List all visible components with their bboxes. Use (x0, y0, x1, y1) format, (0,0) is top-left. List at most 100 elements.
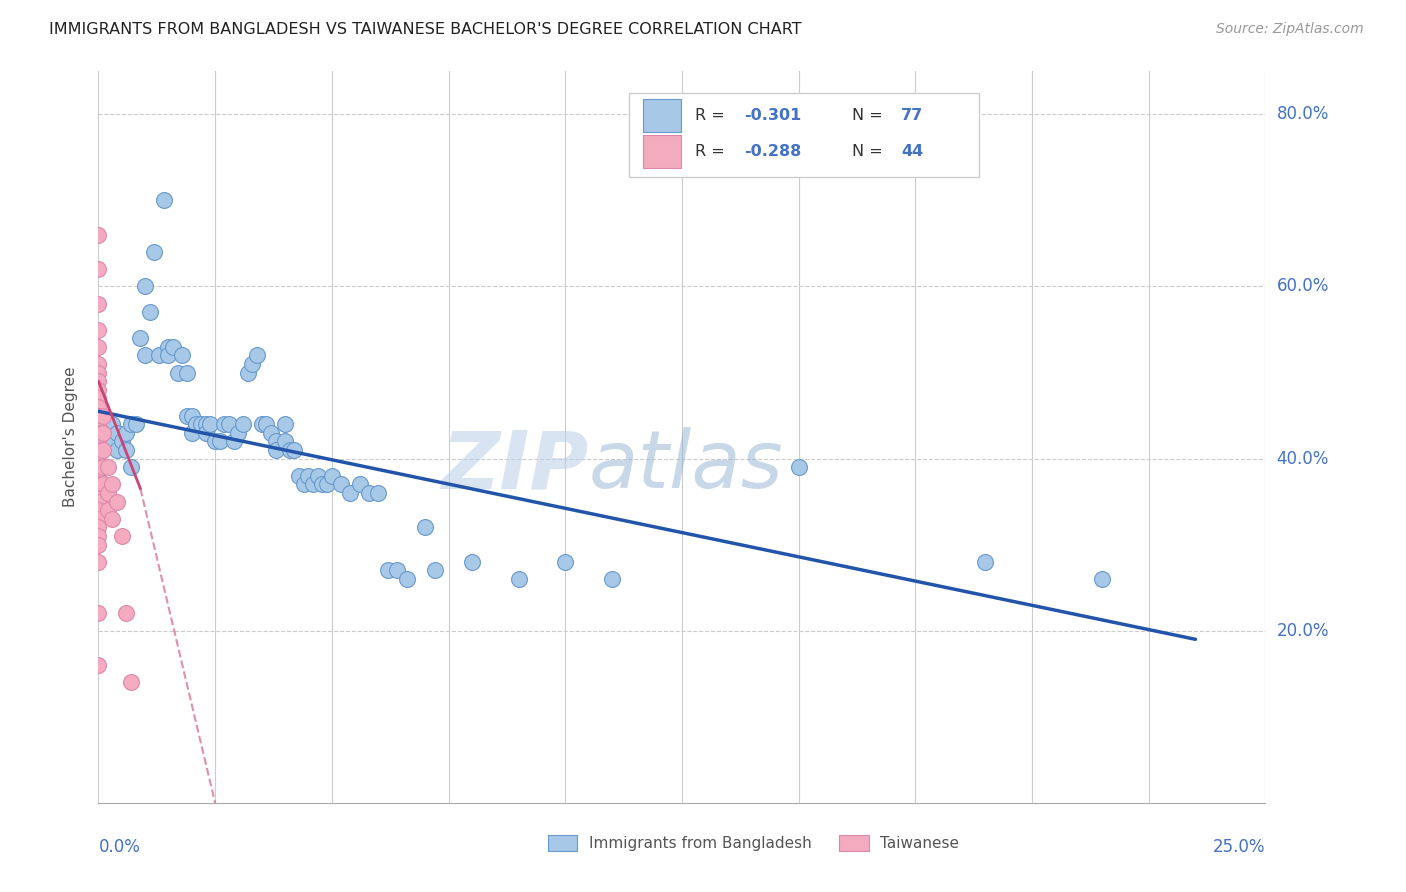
Point (232, 417, 254, 432)
Point (97, 460, 120, 475)
Point (91, 477, 114, 491)
Point (787, 460, 810, 475)
Point (321, 468, 343, 483)
Point (139, 305, 162, 319)
Point (264, 442, 287, 457)
Point (115, 607, 138, 621)
Point (87, 555, 110, 569)
Point (246, 348, 269, 362)
Point (120, 417, 142, 432)
Text: N =: N = (852, 108, 889, 123)
Bar (548, 835, 576, 851)
Point (125, 417, 148, 432)
Point (143, 245, 166, 260)
Point (256, 417, 278, 432)
Point (288, 468, 311, 483)
Point (97, 417, 120, 432)
Point (278, 442, 301, 457)
Text: 44: 44 (901, 145, 924, 160)
Point (87, 425, 110, 440)
Point (101, 477, 124, 491)
Point (339, 486, 361, 500)
Point (302, 477, 325, 491)
Point (87, 383, 110, 397)
Point (600, 572, 623, 586)
Point (87, 262, 110, 277)
Point (120, 460, 142, 475)
Point (236, 366, 259, 380)
Point (105, 442, 128, 457)
Point (297, 468, 319, 483)
Point (554, 555, 576, 569)
Text: atlas: atlas (589, 427, 783, 506)
Point (91, 460, 114, 475)
Text: Immigrants from Bangladesh: Immigrants from Bangladesh (589, 836, 811, 851)
Point (87, 512, 110, 526)
Point (200, 417, 222, 432)
Point (413, 520, 436, 534)
Point (377, 564, 399, 578)
Text: 0.0%: 0.0% (98, 838, 141, 855)
Point (461, 555, 484, 569)
Point (395, 572, 418, 586)
Point (180, 425, 202, 440)
Point (218, 417, 240, 432)
Point (148, 348, 170, 362)
Point (208, 434, 231, 449)
Point (87, 374, 110, 388)
Text: ZIP: ZIP (441, 427, 589, 506)
FancyBboxPatch shape (630, 94, 980, 178)
Point (134, 348, 156, 362)
Point (222, 434, 245, 449)
Point (91, 417, 114, 432)
Point (316, 477, 339, 491)
Point (162, 340, 184, 354)
Text: 20.0%: 20.0% (1277, 622, 1329, 640)
Point (115, 425, 138, 440)
Point (508, 572, 530, 586)
Point (87, 520, 110, 534)
Point (91, 409, 114, 423)
Point (186, 417, 208, 432)
Text: 77: 77 (901, 108, 924, 123)
Y-axis label: Bachelor's Degree: Bachelor's Degree (63, 367, 77, 508)
Point (87, 658, 110, 673)
Point (359, 486, 381, 500)
Text: 40.0%: 40.0% (1277, 450, 1329, 467)
Point (367, 486, 389, 500)
Point (423, 564, 446, 578)
Bar (644, 136, 681, 169)
Point (120, 675, 142, 690)
Point (152, 194, 174, 208)
Point (176, 366, 198, 380)
Point (111, 529, 134, 543)
Point (260, 425, 283, 440)
Text: Source: ZipAtlas.com: Source: ZipAtlas.com (1216, 22, 1364, 37)
Point (87, 400, 110, 414)
Point (87, 409, 110, 423)
Point (214, 417, 236, 432)
Point (87, 434, 110, 449)
Text: 60.0%: 60.0% (1277, 277, 1329, 295)
Text: -0.288: -0.288 (744, 145, 801, 160)
Point (283, 442, 305, 457)
Point (87, 503, 110, 517)
Point (115, 442, 138, 457)
Point (166, 366, 188, 380)
Point (176, 409, 198, 423)
Bar (644, 99, 681, 132)
Text: Taiwanese: Taiwanese (880, 836, 959, 851)
Point (330, 477, 353, 491)
Text: 25.0%: 25.0% (1213, 838, 1265, 855)
Point (242, 357, 264, 371)
Point (91, 442, 114, 457)
Point (101, 512, 124, 526)
Point (87, 486, 110, 500)
Text: R =: R = (695, 145, 730, 160)
Point (87, 357, 110, 371)
Text: N =: N = (852, 145, 889, 160)
Point (157, 348, 180, 362)
Point (349, 477, 371, 491)
Point (87, 322, 110, 336)
Point (274, 417, 297, 432)
